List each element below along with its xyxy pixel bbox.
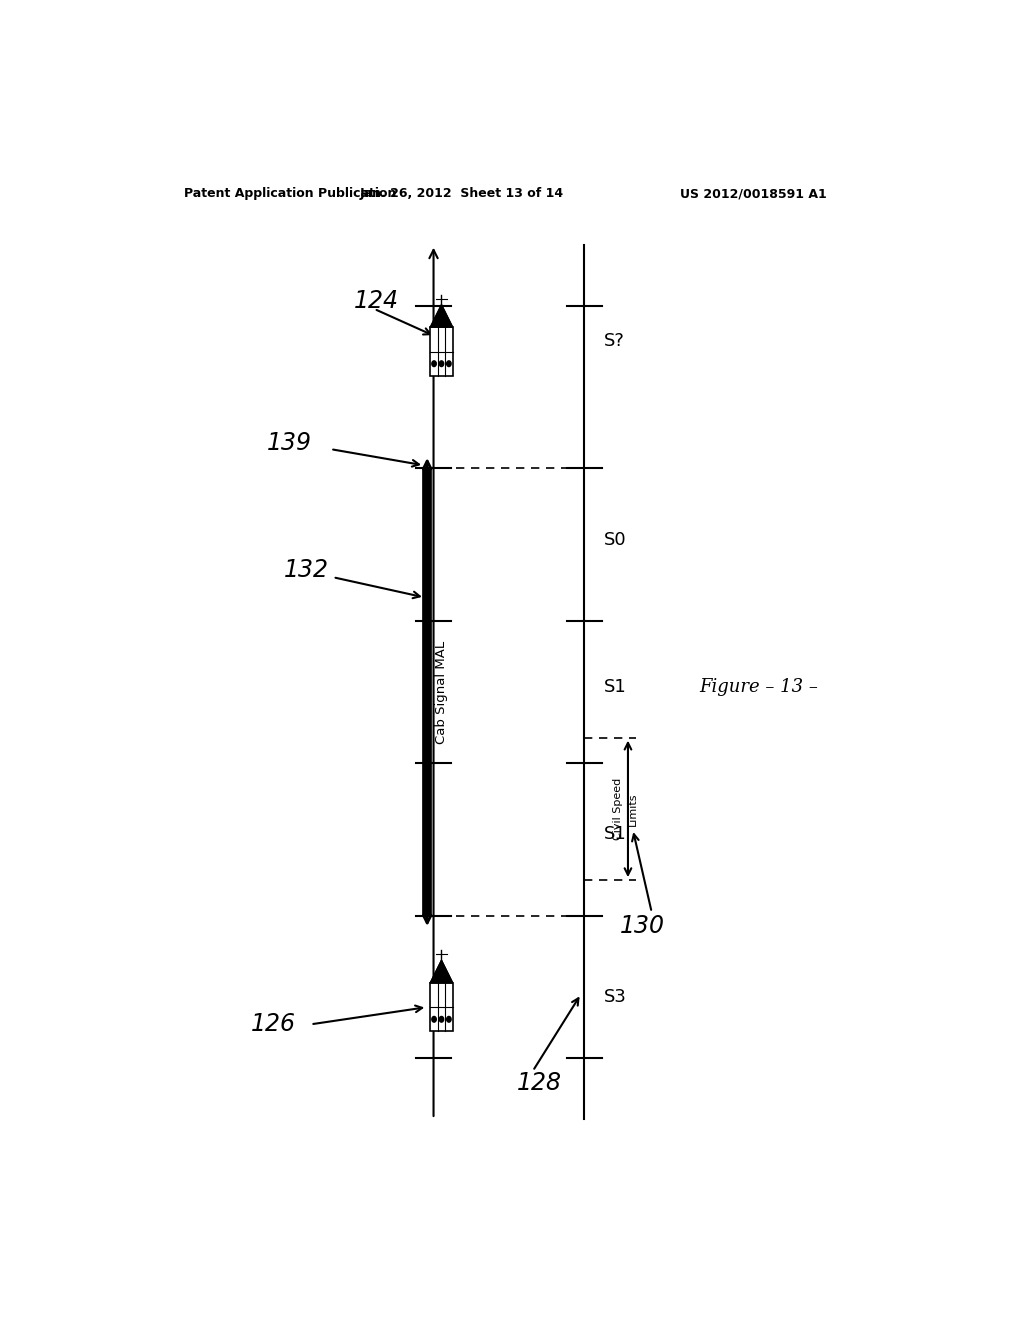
Text: Jan. 26, 2012  Sheet 13 of 14: Jan. 26, 2012 Sheet 13 of 14 — [359, 187, 563, 201]
Text: Civil Speed: Civil Speed — [613, 777, 624, 840]
Text: Patent Application Publication: Patent Application Publication — [183, 187, 396, 201]
Text: Cab Signal MAL: Cab Signal MAL — [435, 640, 447, 743]
Text: Limits: Limits — [628, 792, 638, 825]
Text: 124: 124 — [354, 289, 399, 313]
Circle shape — [446, 1016, 452, 1022]
Text: S1: S1 — [604, 678, 627, 696]
Text: 132: 132 — [284, 558, 329, 582]
Bar — [430, 327, 453, 376]
Circle shape — [432, 1016, 436, 1022]
Text: S0: S0 — [604, 531, 627, 549]
Text: S?: S? — [604, 333, 625, 350]
Circle shape — [439, 360, 443, 367]
Text: Figure – 13 –: Figure – 13 – — [699, 678, 818, 696]
Text: 130: 130 — [620, 913, 665, 937]
Polygon shape — [430, 305, 453, 327]
Text: 128: 128 — [517, 1072, 562, 1096]
Circle shape — [439, 1016, 443, 1022]
Text: 126: 126 — [251, 1012, 296, 1036]
Circle shape — [432, 360, 436, 367]
Text: US 2012/0018591 A1: US 2012/0018591 A1 — [680, 187, 826, 201]
Circle shape — [446, 360, 452, 367]
Polygon shape — [430, 961, 453, 982]
Text: 139: 139 — [267, 432, 312, 455]
Text: S3: S3 — [604, 987, 627, 1006]
Text: S1: S1 — [604, 825, 627, 843]
Bar — [430, 982, 453, 1031]
